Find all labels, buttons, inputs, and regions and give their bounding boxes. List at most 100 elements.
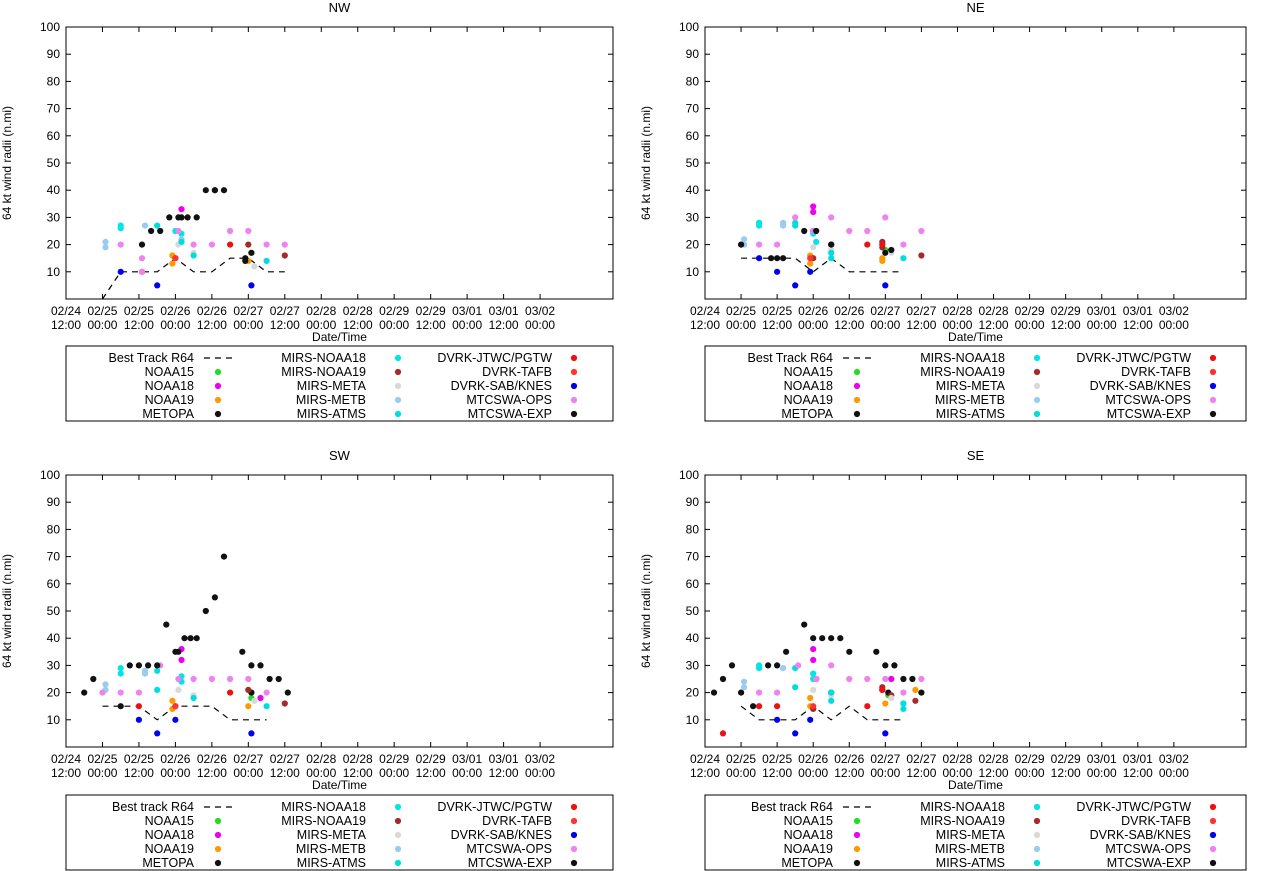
x-tick-label-date: 02/25 [124, 304, 154, 318]
x-tick-label-date: 03/01 [489, 304, 519, 318]
x-tick-label-date: 03/01 [1123, 304, 1153, 318]
legend-label: MIRS-META [936, 379, 1006, 393]
x-tick-label-time: 00:00 [379, 318, 409, 332]
legend-marker [853, 845, 861, 853]
plot-frame [65, 474, 614, 748]
data-point [102, 238, 109, 245]
y-tick-label: 30 [47, 210, 61, 224]
x-axis-label: Date/Time [312, 778, 367, 792]
x-tick-label-date: 03/01 [1123, 752, 1153, 766]
legend-label: MIRS-METB [935, 393, 1005, 407]
series-dvrk-tafb [810, 703, 817, 710]
series-noaa19 [169, 252, 252, 267]
data-point [193, 214, 200, 221]
data-point [864, 703, 871, 710]
legend-box [65, 794, 614, 871]
y-tick-label: 10 [686, 713, 700, 727]
data-point [828, 635, 835, 642]
plot-frame [65, 26, 614, 300]
legend-label: NOAA15 [784, 814, 833, 828]
legend-marker [1033, 410, 1041, 418]
x-tick-label-time: 00:00 [306, 318, 336, 332]
y-tick-label: 80 [47, 522, 61, 536]
x-tick-label-time: 12:00 [906, 318, 936, 332]
legend-label: Best track R64 [112, 800, 194, 814]
legend-marker [394, 817, 402, 825]
x-tick-label-time: 00:00 [160, 766, 190, 780]
data-point [728, 662, 736, 669]
y-tick-label: 50 [47, 604, 61, 618]
data-point [102, 244, 109, 251]
legend-label: DVRK-SAB/KNES [451, 379, 552, 393]
data-point [828, 214, 835, 221]
data-point [810, 686, 817, 694]
data-point [220, 187, 228, 194]
x-tick-label-time: 12:00 [690, 766, 720, 780]
x-tick-label-time: 12:00 [51, 318, 81, 332]
data-point [828, 249, 835, 256]
panel-nw: NW 64 kt wind radii (n.mi) Date/Time 10 20 30… [0, 0, 614, 422]
data-point [888, 246, 895, 254]
data-point [846, 675, 853, 683]
data-point [756, 222, 763, 229]
series-dvrk-sab-knes [135, 716, 255, 737]
series-mirs-metb [741, 665, 787, 691]
best-track-line [102, 257, 285, 300]
legend-marker [570, 396, 578, 404]
legend-label: MIRS-ATMS [297, 856, 366, 870]
legend-marker [1209, 859, 1217, 867]
legend-marker [394, 382, 402, 390]
data-point [281, 241, 288, 248]
data-point [227, 241, 234, 248]
legend-marker [214, 368, 222, 376]
data-point [780, 665, 787, 672]
legend-label: MIRS-NOAA19 [920, 814, 1005, 828]
data-point [227, 675, 234, 683]
panel-se: SE 64 kt wind radii (n.mi) Date/Time 10 20 30… [639, 448, 1247, 871]
legend-label: NOAA19 [145, 842, 194, 856]
series-metopa [138, 187, 255, 256]
y-tick-label: 40 [686, 183, 700, 197]
legend-label: MIRS-ATMS [297, 407, 366, 421]
legend-marker [853, 396, 861, 404]
y-axis-label: 64 kt wind radii (n.mi) [0, 554, 14, 668]
series-mtcswa-exp [710, 621, 925, 710]
y-tick-label: 80 [686, 74, 700, 88]
data-point [281, 252, 288, 259]
y-axis-label: 64 kt wind radii (n.mi) [0, 106, 14, 220]
x-tick-label-date: 02/27 [870, 752, 900, 766]
x-tick-label-date: 02/24 [690, 752, 720, 766]
data-point [154, 667, 161, 674]
data-point [169, 260, 176, 267]
data-point [257, 662, 264, 669]
legend-marker [570, 859, 578, 867]
legend-marker [570, 845, 578, 853]
y-tick-label: 40 [686, 631, 700, 645]
legend-label: MIRS-NOAA19 [281, 365, 366, 379]
data-point [172, 716, 179, 723]
data-point [750, 703, 757, 710]
data-point [81, 689, 88, 696]
legend-marker [1033, 845, 1041, 853]
x-tick-label-time: 12:00 [834, 318, 864, 332]
x-tick-label-date: 02/25 [726, 304, 756, 318]
y-tick-label: 50 [47, 156, 61, 170]
x-tick-label-date: 02/28 [979, 752, 1009, 766]
data-point [117, 689, 124, 696]
data-point [245, 241, 252, 248]
legend-marker [1033, 396, 1041, 404]
data-point [912, 686, 919, 694]
data-point [810, 635, 817, 642]
data-point [99, 689, 106, 696]
x-tick-label-time: 00:00 [726, 766, 756, 780]
data-point [792, 222, 799, 229]
data-point [117, 665, 124, 672]
data-point [801, 227, 808, 235]
data-point [175, 675, 182, 683]
data-point [242, 257, 249, 264]
y-tick-label: 60 [47, 577, 61, 591]
data-point [792, 684, 799, 691]
y-tick-label: 90 [686, 495, 700, 509]
data-point [810, 203, 817, 210]
x-tick-label-date: 02/29 [1051, 752, 1081, 766]
